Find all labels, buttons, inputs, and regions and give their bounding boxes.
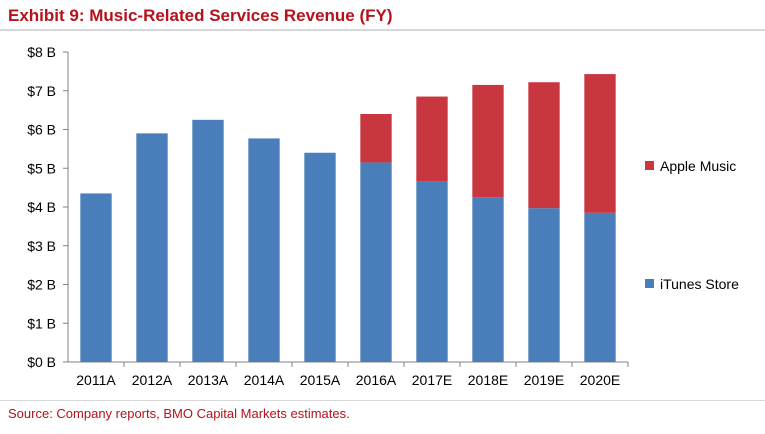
bar-itunes-store-2019E: [528, 208, 560, 362]
bar-itunes-store-2014A: [248, 138, 280, 362]
legend-label: Apple Music: [660, 158, 736, 174]
y-tick-label: $1 B: [27, 315, 56, 331]
bar-itunes-store-2012A: [136, 133, 168, 362]
x-tick-label: 2013A: [188, 372, 229, 388]
y-tick-label: $0 B: [27, 354, 56, 370]
stacked-bar-chart: $0 B $1 B $2 B $3 B $4 B $5 B $6 B $7 B $8 B 2011…: [27, 44, 739, 388]
bar-apple-music-2018E: [472, 84, 504, 198]
bar-itunes-store-2016A: [360, 162, 392, 362]
x-tick-label: 2020E: [580, 372, 620, 388]
y-tick-label: $2 B: [27, 277, 56, 293]
bar-apple-music-2017E: [416, 96, 448, 182]
bar-itunes-store-2020E: [584, 212, 616, 362]
source-note: Source: Company reports, BMO Capital Mar…: [8, 406, 350, 421]
source-divider: [0, 400, 765, 401]
y-tick-label: $5 B: [27, 160, 56, 176]
bar-apple-music-2016A: [360, 114, 392, 163]
x-tick-label: 2014A: [244, 372, 285, 388]
bar-apple-music-2020E: [584, 74, 616, 213]
x-tick-label: 2015A: [300, 372, 341, 388]
x-tick-label: 2016A: [356, 372, 397, 388]
exhibit-title: Exhibit 9: Music-Related Services Revenu…: [8, 6, 393, 25]
y-tick-label: $3 B: [27, 238, 56, 254]
x-tick-label: 2019E: [524, 372, 564, 388]
bar-itunes-store-2018E: [472, 197, 504, 362]
legend-swatch: [645, 279, 654, 288]
bar-itunes-store-2015A: [304, 152, 336, 362]
y-tick-label: $8 B: [27, 44, 56, 60]
y-tick-label: $4 B: [27, 199, 56, 215]
bar-itunes-store-2013A: [192, 119, 224, 362]
bar-itunes-store-2011A: [80, 193, 112, 362]
y-tick-label: $6 B: [27, 122, 56, 138]
bar-apple-music-2019E: [528, 82, 560, 209]
legend-label: iTunes Store: [660, 276, 739, 292]
y-tick-label: $7 B: [27, 83, 56, 99]
x-tick-label: 2012A: [132, 372, 173, 388]
x-tick-label: 2017E: [412, 372, 452, 388]
title-divider: [0, 29, 765, 31]
legend-swatch: [645, 161, 654, 170]
x-tick-label: 2018E: [468, 372, 508, 388]
bar-itunes-store-2017E: [416, 181, 448, 362]
x-tick-label: 2011A: [76, 372, 116, 388]
